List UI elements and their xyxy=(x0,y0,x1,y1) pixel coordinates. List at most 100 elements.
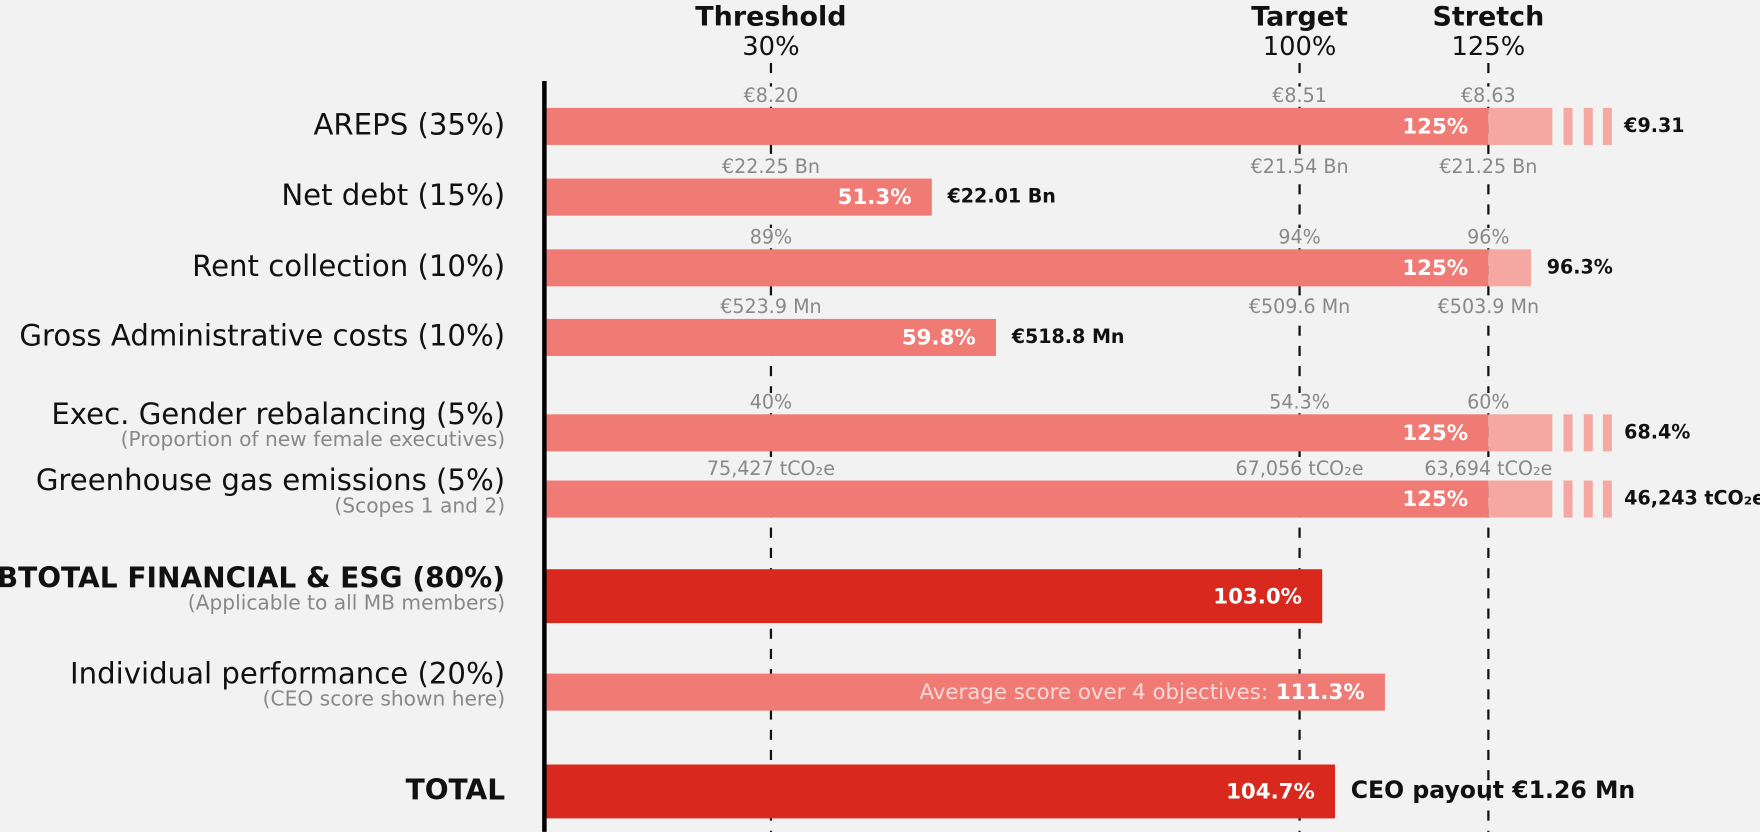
value-label-number: 125% xyxy=(1402,487,1468,512)
ref-label-bg xyxy=(1479,157,1498,178)
row-label: Exec. Gender rebalancing (5%) xyxy=(51,397,505,431)
ref-label-bg xyxy=(1290,227,1309,249)
ref-label-bg xyxy=(761,459,780,480)
ref-label: 75,427 tCO₂e xyxy=(707,458,835,480)
ref-label: €509.6 Mn xyxy=(1249,296,1350,318)
value-label-number: 104.7% xyxy=(1226,780,1315,805)
ref-label: 67,056 tCO₂e xyxy=(1236,458,1364,480)
ref-label-bg xyxy=(1479,86,1498,107)
ref-label: 60% xyxy=(1467,392,1509,414)
overflow-stripe xyxy=(1583,107,1593,145)
row-sublabel: (Proportion of new female executives) xyxy=(121,427,505,451)
overflow-stripe xyxy=(1583,480,1593,518)
value-label-number: 125% xyxy=(1402,115,1468,140)
result: €9.31 xyxy=(1623,115,1684,137)
bar xyxy=(544,764,1336,819)
value-label: 125% xyxy=(1402,115,1468,140)
ref-label-bg xyxy=(1479,297,1498,318)
bar xyxy=(544,480,1489,518)
ref-label-bg xyxy=(761,297,780,318)
ref-label-bg xyxy=(1290,86,1309,107)
overflow-stripe xyxy=(1602,414,1612,452)
row-label: Net debt (15%) xyxy=(281,178,505,212)
ref-label-bg xyxy=(761,392,780,414)
bar xyxy=(544,249,1489,287)
ref-label: €8.20 xyxy=(744,85,799,107)
result: 68.4% xyxy=(1624,421,1690,443)
ref-label-bg xyxy=(1290,459,1309,480)
ref-label-bg xyxy=(1479,392,1498,414)
ref-label: €21.25 Bn xyxy=(1439,156,1537,178)
overflow-stripe xyxy=(1563,107,1573,145)
ref-label-bg xyxy=(761,157,780,178)
row-label: AREPS (35%) xyxy=(313,107,505,141)
row-sublabel: (Applicable to all MB members) xyxy=(188,591,505,615)
ref-label-bg xyxy=(1290,157,1309,178)
reference-name: Threshold xyxy=(695,2,846,33)
row-label: TOTAL xyxy=(406,773,506,806)
bar xyxy=(544,569,1323,624)
overflow-stripe xyxy=(1563,480,1573,518)
ref-label: €523.9 Mn xyxy=(720,296,821,318)
value-label-number: 125% xyxy=(1402,256,1468,281)
value-label-number: 51.3% xyxy=(838,185,912,210)
value-label-number: 103.0% xyxy=(1213,584,1302,609)
ref-label: €21.54 Bn xyxy=(1251,156,1349,178)
ref-label: 96% xyxy=(1467,227,1509,249)
ref-label: 94% xyxy=(1278,227,1320,249)
ref-label: €8.63 xyxy=(1461,85,1516,107)
overflow xyxy=(1488,414,1553,452)
ref-label-bg xyxy=(1290,297,1309,318)
ref-label: €22.25 Bn xyxy=(722,156,820,178)
value-label-number: 59.8% xyxy=(902,326,976,351)
overflow-stripe xyxy=(1602,107,1612,145)
bar xyxy=(544,318,996,356)
reference-tick-label: 125% xyxy=(1451,32,1525,62)
ref-label-bg xyxy=(761,227,780,249)
result: €518.8 Mn xyxy=(1011,326,1125,348)
ref-label: 63,694 tCO₂e xyxy=(1424,458,1552,480)
bar xyxy=(544,107,1489,145)
ref-label-bg xyxy=(1290,392,1309,414)
ref-label-bg xyxy=(1479,227,1498,249)
ref-label: 89% xyxy=(750,227,792,249)
overflow-stripe xyxy=(1602,480,1612,518)
overflow xyxy=(1488,480,1553,518)
value-label-number: 111.3% xyxy=(1276,680,1365,705)
result: 46,243 tCO₂e xyxy=(1624,488,1760,510)
ref-label: €503.9 Mn xyxy=(1438,296,1539,318)
bar xyxy=(544,178,932,216)
ref-label-bg xyxy=(1479,459,1498,480)
row-label: SUBTOTAL FINANCIAL & ESG (80%) xyxy=(0,561,505,594)
reference-name: Stretch xyxy=(1432,2,1544,33)
value-label: Average score over 4 objectives: 111.3% xyxy=(919,680,1364,705)
value-label: 104.7% xyxy=(1226,780,1315,805)
bar xyxy=(544,414,1489,452)
value-label: 125% xyxy=(1402,256,1468,281)
overflow-stripe xyxy=(1563,414,1573,452)
row-label: Greenhouse gas emissions (5%) xyxy=(36,463,505,497)
overflow xyxy=(1488,249,1532,287)
row-label: Rent collection (10%) xyxy=(192,249,505,283)
row-sublabel: (Scopes 1 and 2) xyxy=(334,493,505,517)
overflow xyxy=(1488,107,1553,145)
value-label-number: 125% xyxy=(1402,421,1468,446)
bar xyxy=(544,673,1385,711)
row-sublabel: (CEO score shown here) xyxy=(263,686,505,710)
value-label: 103.0% xyxy=(1213,584,1302,609)
result: CEO payout €1.26 Mn xyxy=(1351,776,1635,804)
result: €22.01 Bn xyxy=(947,186,1056,208)
ref-label: 54.3% xyxy=(1269,392,1330,414)
reference-name: Target xyxy=(1251,2,1348,33)
row-label: Individual performance (20%) xyxy=(70,656,505,690)
ref-label: €8.51 xyxy=(1272,85,1327,107)
overflow-stripe xyxy=(1583,414,1593,452)
value-prefix: Average score over 4 objectives: xyxy=(919,680,1268,705)
value-label: 125% xyxy=(1402,421,1468,446)
result: 96.3% xyxy=(1547,256,1613,278)
ref-label-bg xyxy=(761,86,780,107)
value-label: 59.8% xyxy=(902,326,976,351)
reference-tick-label: 30% xyxy=(742,32,799,62)
value-label: 51.3% xyxy=(838,185,912,210)
